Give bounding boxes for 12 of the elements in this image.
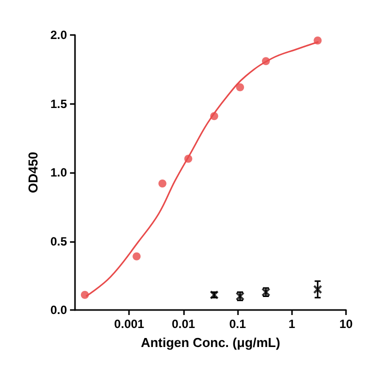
x-tick-label: 0.001 bbox=[114, 317, 145, 331]
x-axis-title: Antigen Conc. (μg/mL) bbox=[140, 335, 280, 350]
x-tick-label: 1 bbox=[288, 317, 296, 331]
y-tick-label: 0.5 bbox=[50, 234, 68, 248]
x-tick-label: 10 bbox=[339, 317, 353, 331]
y-tick-label: 2.0 bbox=[50, 28, 68, 42]
y-tick-label: 1.5 bbox=[50, 96, 68, 111]
y-tick-label: 0.0 bbox=[50, 303, 68, 317]
y-tick-label: 1.0 bbox=[50, 166, 68, 180]
x-tick-label: 0.1 bbox=[229, 317, 246, 331]
y-axis-title: OD450 bbox=[25, 152, 40, 194]
x-tick-label: 0.01 bbox=[172, 317, 196, 331]
